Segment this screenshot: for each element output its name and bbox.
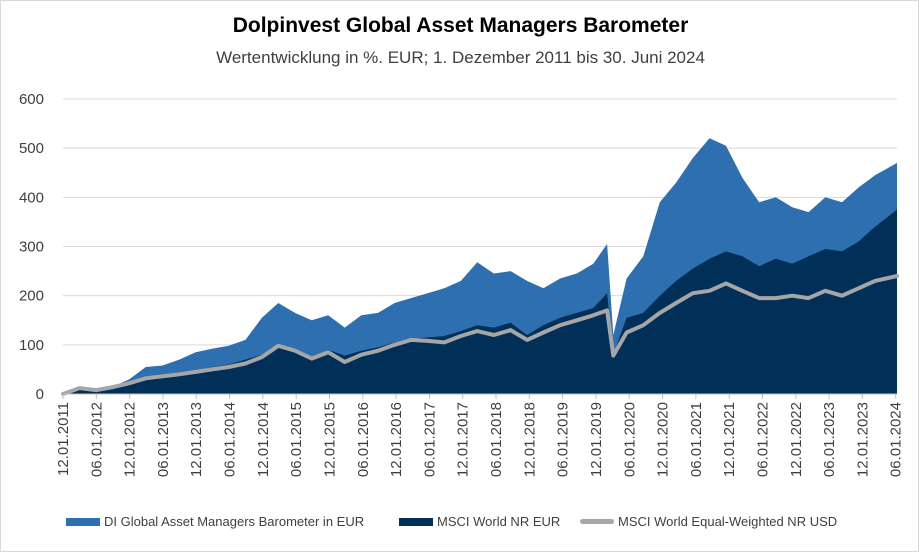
y-axis-ticks: 0 100 200 300 400 500 600 — [19, 91, 44, 403]
x-tick-label-25: 06.01.2024 — [888, 402, 905, 477]
y-tick-label-400: 400 — [19, 189, 44, 206]
y-tick-label-200: 200 — [19, 288, 44, 305]
x-tick-label-11: 06.01.2017 — [421, 402, 438, 477]
x-tick-label-4: 12.01.2013 — [188, 402, 205, 477]
x-tick-label-7: 06.01.2015 — [288, 402, 305, 477]
x-tick-label-17: 06.01.2020 — [621, 402, 638, 477]
x-tick-label-5: 06.01.2014 — [222, 402, 239, 477]
legend-label-msci-equal: MSCI World Equal-Weighted NR USD — [618, 514, 838, 529]
chart-legend: DI Global Asset Managers Barometer in EU… — [0, 514, 921, 536]
x-axis: 12.01.2011 06.01.2012 12.01.2012 06.01.2013… — [55, 393, 905, 477]
legend-label-msci-world: MSCI World NR EUR — [437, 514, 561, 529]
x-tick-label-9: 06.01.2016 — [355, 402, 372, 477]
legend-label-barometer: DI Global Asset Managers Barometer in EU… — [104, 514, 365, 529]
legend-item-msci-world: MSCI World NR EUR — [399, 514, 560, 529]
legend-swatch-msci-world — [399, 517, 433, 526]
x-tick-label-23: 06.01.2023 — [821, 402, 838, 477]
y-tick-label-300: 300 — [19, 239, 44, 256]
x-tick-label-16: 12.01.2019 — [588, 402, 605, 477]
x-tick-label-19: 06.01.2021 — [688, 402, 705, 477]
x-tick-label-24: 12.01.2023 — [854, 402, 871, 477]
chart-lines — [61, 274, 899, 396]
x-tick-label-20: 12.01.2021 — [721, 402, 738, 477]
legend-item-barometer: DI Global Asset Managers Barometer in EU… — [66, 514, 364, 529]
x-tick-label-15: 06.01.2019 — [555, 402, 572, 477]
x-tick-label-10: 12.01.2016 — [388, 402, 405, 477]
x-tick-label-13: 06.01.2018 — [488, 402, 505, 477]
x-tick-label-12: 12.01.2017 — [455, 402, 472, 477]
x-tick-label-8: 12.01.2015 — [322, 402, 339, 477]
chart-areas — [63, 138, 897, 394]
x-tick-label-22: 12.01.2022 — [788, 402, 805, 477]
x-tick-label-0: 12.01.2011 — [55, 402, 72, 476]
x-tick-label-6: 12.01.2014 — [255, 402, 272, 477]
legend-swatch-barometer — [66, 517, 100, 526]
x-tick-label-3: 06.01.2013 — [155, 402, 172, 477]
y-tick-label-500: 500 — [19, 140, 44, 157]
x-tick-label-14: 12.01.2018 — [521, 402, 538, 477]
series-area-1 — [63, 209, 897, 394]
y-tick-label-100: 100 — [19, 337, 44, 354]
x-tick-label-2: 12.01.2012 — [122, 402, 139, 477]
legend-swatch-msci-equal — [580, 519, 614, 524]
series-line-2 — [61, 274, 899, 396]
x-tick-label-21: 06.01.2022 — [755, 402, 772, 477]
legend-item-msci-equal: MSCI World Equal-Weighted NR USD — [580, 514, 837, 529]
x-tick-label-1: 06.01.2012 — [88, 402, 105, 477]
chart-subtitle: Wertentwicklung in %. EUR; 1. Dezember 2… — [216, 48, 705, 67]
y-tick-label-0: 0 — [36, 386, 44, 403]
chart-title: Dolpinvest Global Asset Managers Baromet… — [232, 14, 689, 37]
x-tick-label-18: 12.01.2020 — [655, 402, 672, 477]
y-tick-label-600: 600 — [19, 91, 44, 108]
